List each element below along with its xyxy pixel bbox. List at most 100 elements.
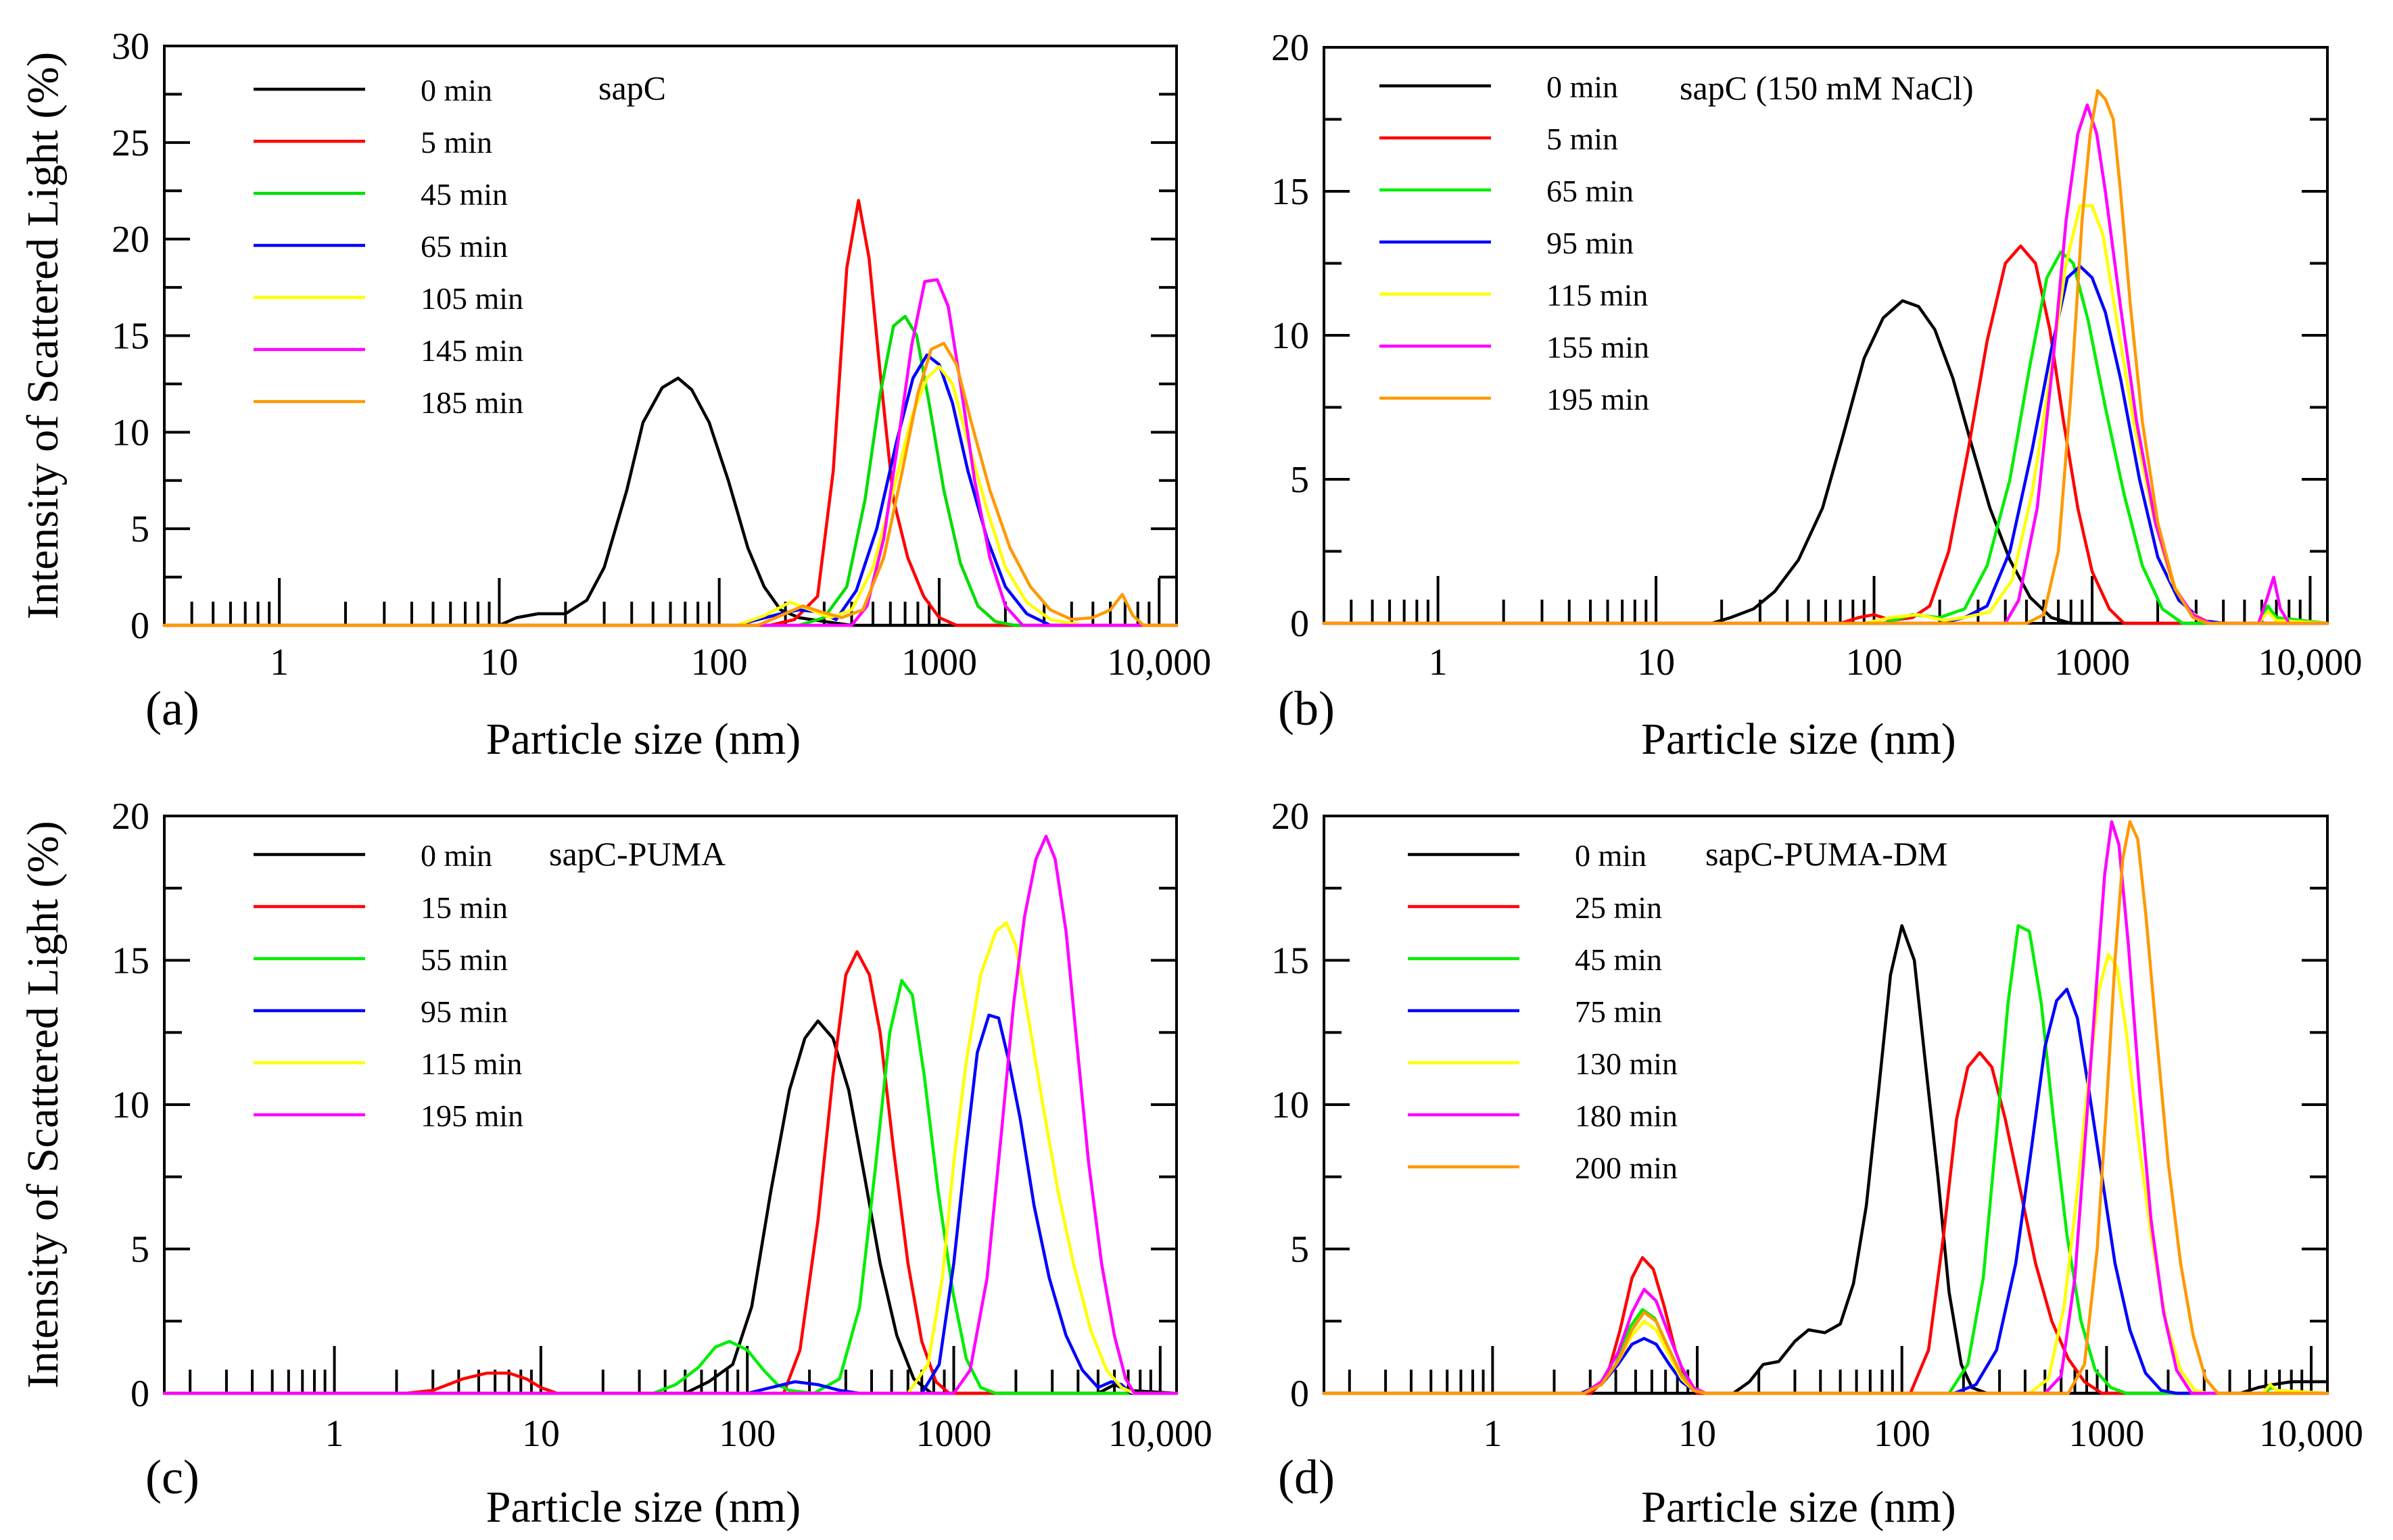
series-line-5-min <box>1322 244 2329 625</box>
legend-label: 25 min <box>1575 890 1662 925</box>
legend-label: 55 min <box>421 942 508 977</box>
series-line-75-min <box>1322 987 2329 1395</box>
series-line-105-min <box>162 364 1179 627</box>
x-tick-label: 10,000 <box>2258 642 2362 683</box>
series-line-155-min <box>1322 103 2329 625</box>
y-tick-label: 10 <box>1271 1084 1309 1126</box>
y-tick-label: 5 <box>131 1229 149 1271</box>
x-tick-label: 1 <box>270 642 289 683</box>
series-line-115-min <box>162 921 1179 1395</box>
x-tick-label: 10,000 <box>2259 1413 2363 1455</box>
y-tick-label: 15 <box>1271 940 1309 982</box>
x-tick-label: 100 <box>719 1413 776 1455</box>
legend-label: 75 min <box>1575 994 1662 1029</box>
chart-title: sapC-PUMA-DM <box>1705 835 1947 873</box>
y-tick-label: 0 <box>1290 1373 1309 1415</box>
x-tick-label: 1000 <box>2054 642 2130 683</box>
series-line-195-min <box>1322 89 2329 625</box>
legend-label: 45 min <box>1575 942 1662 977</box>
chart-title: sapC <box>598 69 666 107</box>
y-tick-label: 5 <box>1290 1229 1309 1271</box>
legend-label: 15 min <box>421 890 508 925</box>
series-line-25-min <box>1322 1051 2329 1395</box>
legend-label: 155 min <box>1546 330 1649 364</box>
x-tick-label: 10 <box>480 642 518 683</box>
series-line-45-min <box>162 314 1179 627</box>
chart-svg-b: 1 10 100 1000 10,000 0 5 10 15 20 0 min 5 min 65 min… <box>1271 27 2362 764</box>
y-tick-label: 25 <box>112 122 149 164</box>
plot-frame <box>163 815 1178 1395</box>
series-line-45-min <box>1322 924 2329 1395</box>
y-tick-label: 10 <box>112 412 149 454</box>
chart-title: sapC-PUMA <box>549 835 726 873</box>
x-tick-label: 1000 <box>901 642 977 683</box>
panel-label: (c) <box>145 1450 199 1504</box>
legend-label: 65 min <box>421 229 508 264</box>
chart-panel-d: 1 10 100 1000 10,000 0 5 10 15 20 0 min 25 min 45 mi… <box>1197 770 2393 1540</box>
series-line-0-min <box>1322 924 2329 1395</box>
y-axis-title: Intensity of Scattered Light (%) <box>18 821 68 1388</box>
x-tick-label: 1000 <box>2068 1413 2144 1455</box>
panel-label: (a) <box>145 681 199 736</box>
series-line-65-min <box>162 353 1179 627</box>
series-line-185-min <box>162 341 1179 627</box>
series-line-5-min <box>162 199 1179 627</box>
series-line-0-min <box>1322 299 2329 625</box>
legend-label: 0 min <box>421 73 492 107</box>
legend-label: 0 min <box>421 838 492 873</box>
x-axis-title: Particle size (nm) <box>486 715 801 764</box>
x-axis-title: Particle size (nm) <box>486 1483 801 1532</box>
x-tick-label: 1000 <box>916 1413 992 1455</box>
chart-svg-c: 1 10 100 1000 10,000 0 5 10 15 20 0 min 15 min 55 mi… <box>18 796 1212 1532</box>
y-tick-label: 0 <box>131 605 149 647</box>
series-line-95-min <box>1322 264 2329 625</box>
series-line-180-min <box>1322 820 2329 1395</box>
series-line-0-min <box>162 1019 1179 1395</box>
x-tick-label: 10 <box>1678 1413 1716 1455</box>
chart-title: sapC (150 mM NaCl) <box>1680 69 1974 107</box>
chart-svg-a: 1 10 100 1000 10,000 0 5 10 15 20 25 30 0 min 5 min 45… <box>18 26 1211 764</box>
series-line-55-min <box>162 979 1179 1395</box>
x-tick-label: 100 <box>1874 1413 1930 1455</box>
plot-frame <box>1323 46 2329 625</box>
series-line-0-min <box>162 377 1179 627</box>
plot-frame <box>163 45 1178 627</box>
legend-label: 195 min <box>421 1099 523 1133</box>
y-tick-label: 15 <box>112 316 149 358</box>
y-tick-label: 20 <box>112 219 149 261</box>
y-axis-title: Intensity of Scattered Light (%) <box>18 52 68 619</box>
series-line-95-min <box>162 1013 1179 1395</box>
series-line-65-min <box>1322 250 2329 625</box>
x-tick-label: 10 <box>522 1413 560 1455</box>
legend-label: 130 min <box>1575 1046 1678 1081</box>
y-tick-label: 15 <box>112 940 149 982</box>
chart-panel-a: 1 10 100 1000 10,000 0 5 10 15 20 25 30 0 min 5 min 45… <box>0 0 1211 770</box>
series-line-115-min <box>1322 204 2329 625</box>
x-tick-label: 100 <box>691 642 748 683</box>
legend-label: 65 min <box>1546 174 1634 208</box>
y-tick-label: 20 <box>1271 796 1309 838</box>
x-tick-label: 1 <box>325 1413 344 1455</box>
legend-label: 0 min <box>1575 838 1646 873</box>
x-tick-label: 10,000 <box>1108 1413 1212 1455</box>
x-tick-label: 10 <box>1637 642 1675 683</box>
y-tick-label: 5 <box>1290 459 1309 501</box>
legend-label: 105 min <box>421 281 523 316</box>
x-tick-label: 1 <box>1429 642 1448 683</box>
series-line-15-min <box>162 950 1179 1395</box>
series-line-130-min <box>1322 953 2329 1395</box>
panel-label: (b) <box>1278 681 1335 736</box>
legend-label: 115 min <box>421 1046 522 1081</box>
y-tick-label: 20 <box>1271 27 1309 69</box>
series-line-195-min <box>162 834 1179 1395</box>
legend-label: 180 min <box>1575 1099 1678 1133</box>
legend-label: 0 min <box>1546 70 1618 104</box>
x-tick-label: 10,000 <box>1107 642 1211 683</box>
legend-label: 45 min <box>421 177 508 212</box>
legend-label: 195 min <box>1546 382 1649 416</box>
y-tick-label: 10 <box>1271 315 1309 357</box>
y-tick-label: 0 <box>131 1373 149 1415</box>
series-line-200-min <box>1322 820 2329 1395</box>
